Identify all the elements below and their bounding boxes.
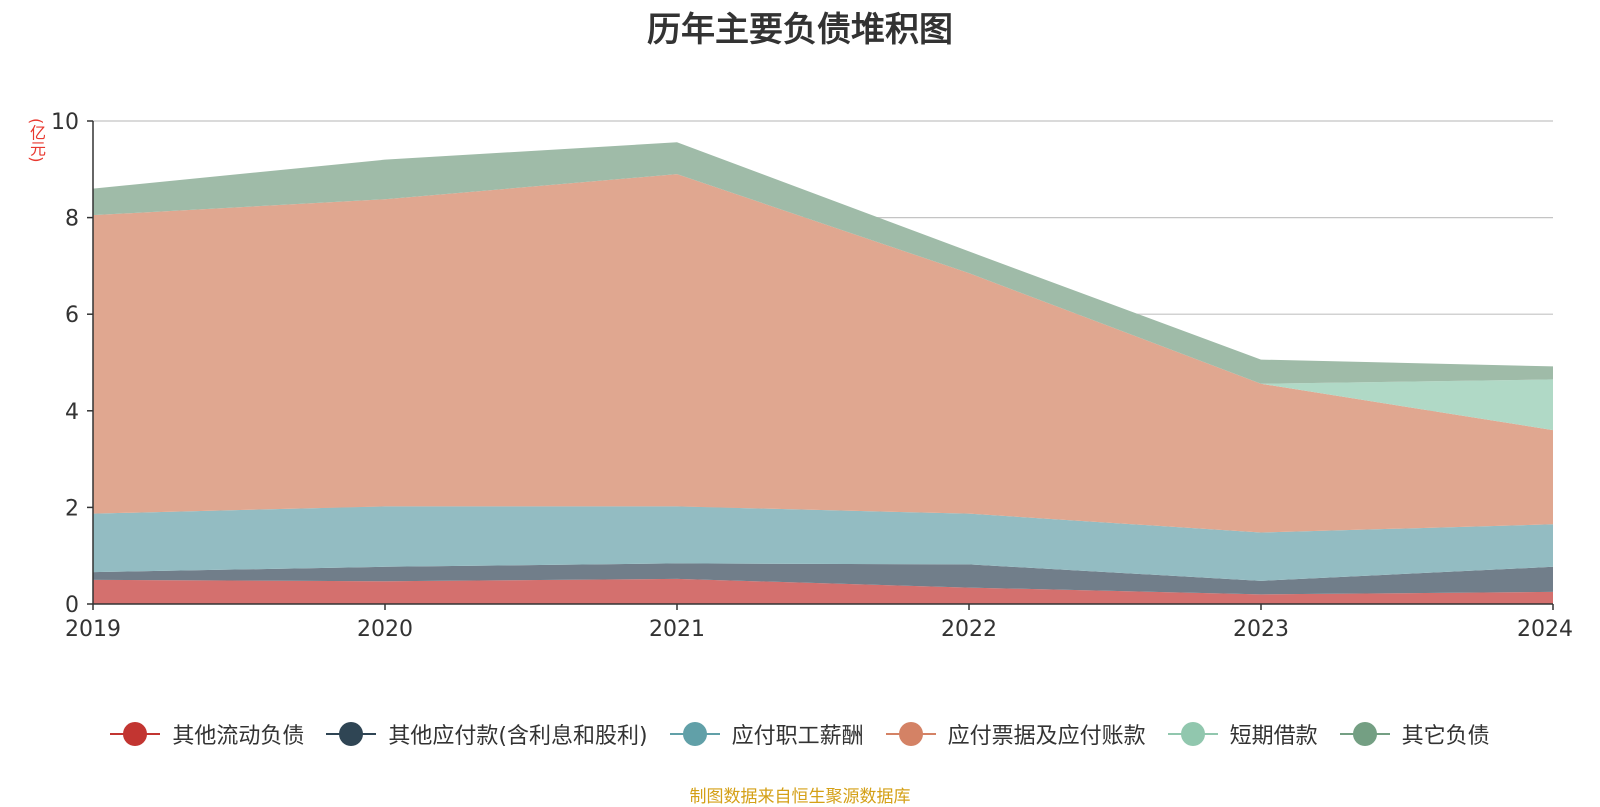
legend-item[interactable]: 其他应付款(含利息和股利): [326, 718, 648, 750]
y-tick-label: 6: [65, 303, 79, 328]
legend-item[interactable]: 短期借款: [1167, 718, 1318, 750]
legend-marker-icon: [669, 722, 720, 746]
legend-marker-icon: [885, 722, 936, 746]
y-tick-label: 8: [65, 207, 79, 232]
x-tick-label: 2020: [357, 617, 413, 642]
legend-label: 其他应付款(含利息和股利): [388, 724, 648, 749]
x-tick-label: 2024: [1517, 617, 1573, 642]
legend-label: 短期借款: [1229, 724, 1318, 749]
legend: 其他流动负债 其他应付款(含利息和股利) 应付职工薪酬 应付票据及应付账款 短期借款 其它…: [0, 718, 1600, 750]
legend-label: 应付职工薪酬: [731, 724, 864, 749]
x-tick-label: 2022: [941, 617, 997, 642]
y-tick-label: 4: [65, 400, 79, 425]
chart-title: 历年主要负债堆积图: [647, 10, 953, 50]
legend-marker-icon: [110, 722, 161, 746]
area-series-0: [93, 578, 1553, 604]
x-tick-label: 2023: [1233, 617, 1289, 642]
legend-item[interactable]: 其他流动负债: [110, 718, 304, 750]
area-series-2: [93, 506, 1553, 581]
y-tick-label: 2: [65, 496, 79, 521]
x-tick-label: 2019: [65, 617, 121, 642]
legend-label: 应付票据及应付账款: [947, 724, 1146, 749]
legend-label: 其它负债: [1401, 724, 1490, 749]
y-tick-label: 0: [65, 593, 79, 618]
y-axis-unit-label: (亿元): [27, 118, 46, 163]
legend-item[interactable]: 应付票据及应付账款: [885, 718, 1146, 750]
area-series: [93, 142, 1553, 604]
area-series-1: [93, 563, 1553, 595]
x-tick-label: 2021: [649, 617, 705, 642]
y-tick-label: 10: [51, 110, 79, 135]
area-series-4: [93, 174, 1553, 431]
legend-item[interactable]: 其它负债: [1339, 718, 1490, 750]
area-series-3: [93, 174, 1553, 533]
axes: 0 2 4 6 8 10 2019 2020 2021 2022 2023 2024: [51, 110, 1573, 642]
legend-label: 其他流动负债: [172, 724, 305, 749]
legend-marker-icon: [1339, 722, 1390, 746]
legend-marker-icon: [326, 722, 377, 746]
legend-item[interactable]: 应付职工薪酬: [669, 718, 864, 750]
legend-marker-icon: [1167, 722, 1218, 746]
source-note: 制图数据来自恒生聚源数据库: [689, 787, 911, 807]
